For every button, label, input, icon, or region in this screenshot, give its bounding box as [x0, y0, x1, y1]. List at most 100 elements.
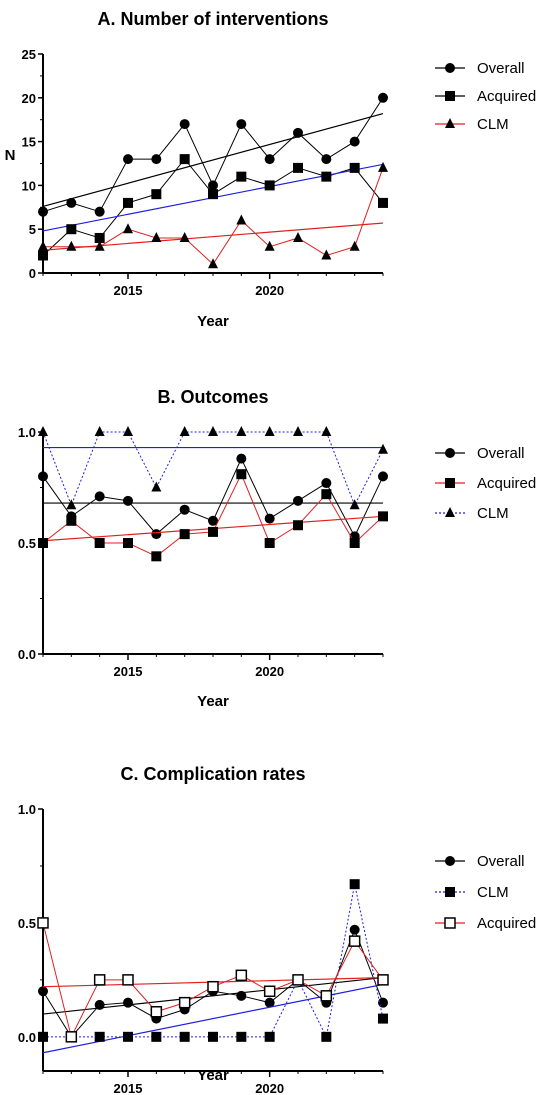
x-axis-label: Year: [197, 693, 229, 710]
y-tick-label: 0.0: [18, 1030, 36, 1045]
data-point: [321, 171, 332, 182]
data-point: [263, 985, 276, 998]
data-point: [349, 136, 360, 147]
series-overall: [38, 92, 388, 217]
data-point: [38, 471, 48, 482]
legend-marker: [444, 917, 456, 929]
data-point: [94, 206, 105, 217]
legend-marker: [445, 63, 455, 73]
data-point: [94, 1031, 105, 1042]
data-point: [151, 231, 162, 242]
legend-marker: [445, 856, 455, 866]
series-overall: [38, 453, 388, 542]
data-point: [348, 935, 361, 947]
series-clm: [38, 161, 388, 269]
x-tick-label: 2015: [114, 1081, 143, 1095]
data-point: [94, 491, 105, 502]
legend-item-acquired: Acquired: [435, 915, 536, 932]
y-tick-label: 0.5: [18, 916, 36, 931]
legend-item-acquired: Acquired: [435, 475, 536, 492]
data-point: [123, 154, 133, 165]
data-point: [293, 127, 303, 138]
y-tick-label: 15: [22, 135, 36, 150]
data-point: [349, 879, 360, 890]
y-tick-label: 1.0: [18, 425, 36, 440]
data-point: [66, 224, 77, 235]
data-point: [349, 240, 360, 251]
data-point: [208, 180, 218, 191]
legend-marker: [445, 448, 455, 458]
data-point: [208, 1031, 218, 1042]
data-point: [93, 974, 106, 986]
chart-3: C. Complication rates 0.0 0.5 1.0 2015 2020 Ye…: [18, 764, 536, 1095]
x-tick-label: 2015: [114, 664, 143, 679]
data-point: [293, 495, 303, 506]
legend-item-clm: CLM: [435, 116, 509, 133]
data-point: [151, 529, 162, 540]
legend-marker: [445, 91, 455, 101]
data-point: [378, 197, 388, 208]
data-point: [178, 996, 191, 1009]
data-point: [151, 189, 162, 200]
data-point: [123, 538, 133, 548]
data-point: [321, 1031, 332, 1042]
legend-item-clm: CLM: [435, 884, 509, 901]
x-axis-label: Year: [197, 313, 229, 330]
data-point: [264, 180, 275, 191]
data-point: [236, 214, 247, 225]
legend-label: Overall: [477, 445, 525, 462]
data-point: [378, 997, 388, 1008]
legend-marker: [445, 887, 455, 897]
chart-title: C. Complication rates: [120, 764, 305, 784]
data-point: [264, 426, 275, 436]
data-point: [179, 504, 190, 515]
data-point: [235, 969, 248, 982]
data-point: [179, 231, 190, 242]
data-point: [179, 426, 190, 436]
y-tick-label: 0: [29, 266, 36, 281]
chart-2: B. Outcomes 0.0 0.5 1.0 2015 2020 Year Overall A…: [18, 387, 536, 710]
data-point: [349, 538, 360, 548]
data-point: [208, 258, 218, 269]
legend-item-overall: Overall: [435, 60, 525, 77]
data-point: [292, 974, 304, 986]
data-point: [208, 526, 218, 537]
data-point: [38, 986, 48, 997]
legend-marker: [445, 118, 455, 128]
series-line: [42, 472, 384, 557]
series-clm: [38, 426, 388, 510]
chart-1: A. Number of interventions 0 5 10 15 20 25 2015…: [5, 9, 537, 330]
data-point: [293, 520, 303, 531]
data-point: [349, 924, 360, 935]
data-point: [321, 426, 332, 436]
data-point: [94, 240, 105, 251]
data-point: [94, 426, 105, 436]
data-point: [151, 481, 162, 492]
series-acquired: [38, 469, 388, 562]
data-point: [151, 1031, 162, 1042]
data-point: [378, 471, 388, 482]
data-point: [38, 538, 48, 548]
data-point: [151, 551, 162, 562]
data-point: [378, 511, 388, 522]
data-point: [38, 1031, 48, 1042]
legend-item-clm: CLM: [435, 505, 509, 522]
legend-label: Acquired: [477, 915, 536, 932]
data-point: [264, 240, 275, 251]
legend-label: Overall: [477, 853, 525, 870]
data-point: [179, 154, 190, 165]
data-point: [66, 499, 77, 510]
data-point: [38, 426, 48, 436]
data-point: [236, 990, 247, 1001]
y-axis-label: N: [5, 147, 16, 164]
data-point: [150, 1006, 163, 1018]
legend-item-overall: Overall: [435, 445, 525, 462]
x-tick-label: 2020: [255, 1081, 284, 1095]
data-point: [179, 529, 190, 540]
y-tick-label: 25: [22, 47, 36, 62]
y-tick-label: 0.0: [18, 647, 36, 662]
legend-label: CLM: [477, 505, 509, 522]
data-point: [123, 495, 133, 506]
